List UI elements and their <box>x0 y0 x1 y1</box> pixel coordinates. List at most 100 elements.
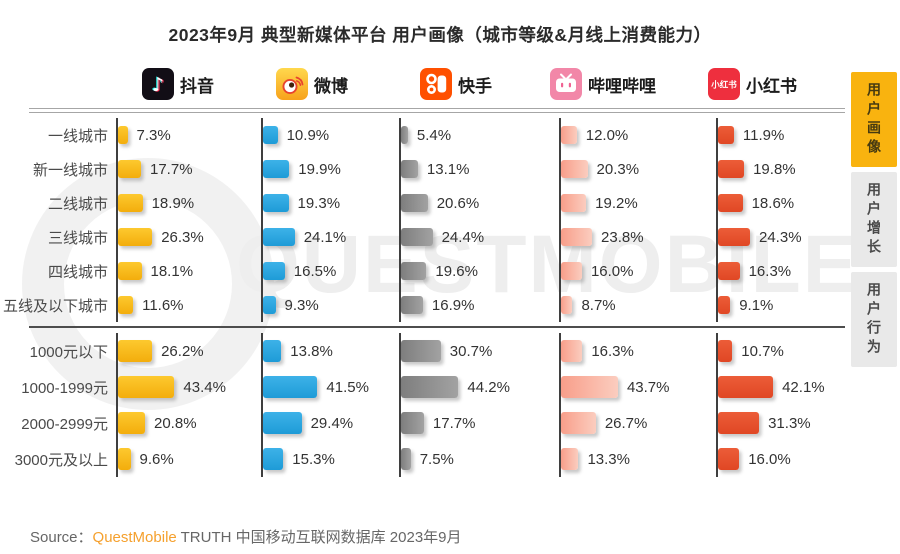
xiaohongshu-icon: 小红书 <box>708 68 740 100</box>
bar-row: 18.6% <box>718 186 845 220</box>
bar-row: 10.9% <box>263 118 399 152</box>
value-label: 10.7% <box>741 342 784 360</box>
value-bar <box>263 376 318 398</box>
bar-row: 26.2% <box>118 333 261 369</box>
value-label: 12.0% <box>585 126 629 144</box>
value-label: 23.8% <box>601 228 644 246</box>
value-label: 9.6% <box>139 450 174 468</box>
value-label: 19.2% <box>595 194 638 212</box>
value-bar <box>718 376 774 398</box>
bar-row: 16.0% <box>561 254 716 288</box>
douyin-icon: ♪ ♪ ♪ <box>142 68 174 100</box>
value-bar <box>718 296 731 314</box>
source-line: Source：QuestMobile TRUTH 中国移动互联网数据库 2023… <box>30 526 462 547</box>
value-label: 9.1% <box>739 296 774 314</box>
bar-row: 7.5% <box>400 441 559 477</box>
value-label: 24.3% <box>759 228 802 246</box>
category-label-column: 一线城市 新一线城市 二线城市 三线城市 四线城市 五线及以下城市 <box>2 118 116 322</box>
bar-row: 26.7% <box>561 405 716 441</box>
bar-row: 31.3% <box>718 405 845 441</box>
bar-row: 17.7% <box>118 152 261 186</box>
value-bar <box>263 340 282 362</box>
source-brand: QuestMobile <box>92 529 177 546</box>
sidebar-tab-user-behavior[interactable]: 用户行为 <box>851 272 897 367</box>
value-label: 19.8% <box>753 160 796 178</box>
value-bar <box>561 296 573 314</box>
bar-row: 5.4% <box>400 118 559 152</box>
value-label: 13.1% <box>426 160 470 178</box>
bar-row: 10.7% <box>718 333 845 369</box>
value-label: 17.7% <box>432 414 476 432</box>
value-bar <box>718 340 733 362</box>
bar-row: 20.6% <box>400 186 559 220</box>
value-label: 16.3% <box>748 262 792 280</box>
value-label: 20.3% <box>596 160 640 178</box>
svg-text:小红书: 小红书 <box>710 80 737 91</box>
value-bar <box>718 412 760 434</box>
bar-row: 18.9% <box>118 186 261 220</box>
value-bar <box>263 296 276 314</box>
chart-section-city-tier: 一线城市 新一线城市 二线城市 三线城市 四线城市 五线及以下城市 7.3% 17.7% 18.… <box>2 113 845 326</box>
bar-row: 44.2% <box>400 369 559 405</box>
bar-row: 19.3% <box>263 186 399 220</box>
bar-row: 9.3% <box>263 288 399 322</box>
bar-row: 43.4% <box>118 369 261 405</box>
value-bar <box>400 126 408 144</box>
value-label: 5.4% <box>416 126 452 144</box>
value-bar <box>561 448 579 470</box>
chart-top-border <box>29 108 845 113</box>
category-label: 1000元以下 <box>29 343 108 361</box>
bar-row: 30.7% <box>400 333 559 369</box>
value-bar <box>561 228 593 246</box>
value-label: 43.4% <box>183 378 226 396</box>
value-bar <box>118 228 153 246</box>
bar-row: 16.5% <box>263 254 399 288</box>
value-bar <box>400 262 427 280</box>
value-label: 20.8% <box>154 414 197 432</box>
value-bar <box>561 340 583 362</box>
value-label: 13.8% <box>290 342 333 360</box>
bar-row: 13.8% <box>263 333 399 369</box>
platform-column-douyin: 7.3% 17.7% 18.9% 26.3% 18.1% 11.6% <box>116 118 261 322</box>
bar-row: 24.1% <box>263 220 399 254</box>
value-label: 41.5% <box>326 378 369 396</box>
platform-column-kuaishou: 5.4% 13.1% 20.6% 24.4% 19.6% 16.9% <box>398 118 559 322</box>
value-label: 29.4% <box>310 414 354 432</box>
value-label: 24.4% <box>441 228 485 246</box>
value-label: 24.1% <box>303 228 347 246</box>
bar-row: 13.3% <box>561 441 716 477</box>
bar-row: 20.8% <box>118 405 261 441</box>
value-label: 7.5% <box>419 450 454 468</box>
value-label: 9.3% <box>284 296 319 314</box>
value-bar <box>118 340 153 362</box>
platform-column-douyin: 26.2% 43.4% 20.8% 9.6% <box>116 333 261 477</box>
bar-row: 19.6% <box>400 254 559 288</box>
platform-column-weibo: 10.9% 19.9% 19.3% 24.1% 16.5% 9.3% <box>261 118 399 322</box>
bar-row: 41.5% <box>263 369 399 405</box>
value-label: 44.2% <box>467 378 510 396</box>
value-bar <box>263 160 290 178</box>
value-label: 17.7% <box>150 160 193 178</box>
bar-row: 26.3% <box>118 220 261 254</box>
sidebar-tab-user-growth[interactable]: 用户增长 <box>851 172 897 267</box>
value-bar <box>263 448 284 470</box>
value-label: 16.9% <box>431 296 475 314</box>
chart-section-spending: 1000元以下 1000-1999元 2000-2999元 3000元及以上 26.2%… <box>15 328 845 481</box>
bar-row: 17.7% <box>400 405 559 441</box>
value-label: 16.3% <box>591 342 634 360</box>
sidebar-tab-user-profile[interactable]: 用户画像 <box>851 72 897 167</box>
category-label: 二线城市 <box>47 195 108 213</box>
value-bar <box>263 194 289 212</box>
value-label: 18.6% <box>751 194 795 212</box>
category-label: 1000-1999元 <box>21 379 108 397</box>
bar-row: 7.3% <box>118 118 261 152</box>
value-bar <box>400 412 424 434</box>
bar-row: 16.9% <box>400 288 559 322</box>
value-bar <box>561 262 582 280</box>
platform-column-weibo: 13.8% 41.5% 29.4% 15.3% <box>261 333 399 477</box>
category-label: 五线及以下城市 <box>2 297 108 315</box>
platform-column-xiaohongshu: 11.9% 19.8% 18.6% 24.3% 16.3% 9.1% <box>716 118 845 322</box>
bar-row: 29.4% <box>263 405 399 441</box>
value-bar <box>118 194 143 212</box>
value-label: 16.5% <box>293 262 337 280</box>
